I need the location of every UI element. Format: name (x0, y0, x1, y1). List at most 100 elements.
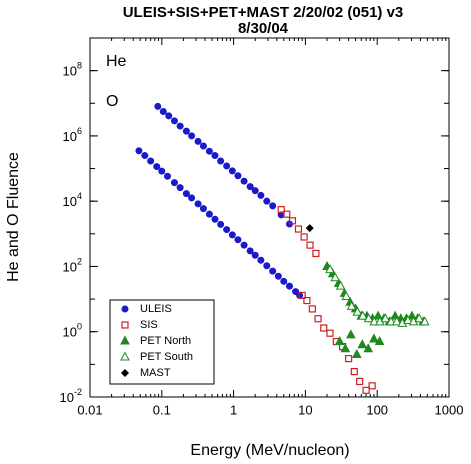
y-tick-exponent: 4 (77, 192, 82, 202)
y-tick-exponent: 6 (77, 126, 82, 136)
point (223, 162, 231, 170)
point (300, 233, 308, 241)
y-axis-label: He and O Fluence (5, 152, 22, 282)
point (369, 333, 379, 343)
point (274, 272, 282, 280)
points (135, 102, 430, 394)
point (285, 282, 293, 290)
y-tick-exponent: 8 (77, 61, 82, 71)
y-tick-label: 106 (63, 126, 82, 144)
y-tick-label: 100 (63, 322, 82, 340)
y-tick-base: 10 (63, 64, 77, 79)
point (176, 184, 184, 192)
legend-marker (121, 369, 129, 377)
point (251, 251, 259, 259)
point (205, 210, 213, 218)
point (182, 190, 190, 198)
point (176, 122, 184, 130)
point (234, 172, 242, 180)
x-tick-label: 0.1 (153, 402, 171, 417)
point (246, 247, 254, 255)
point (419, 316, 430, 326)
point (228, 231, 236, 239)
legend-label: MAST (140, 367, 171, 379)
point (211, 152, 219, 160)
point (357, 310, 368, 320)
point (357, 339, 368, 349)
point (298, 291, 306, 299)
point (369, 316, 380, 326)
legend-marker (121, 305, 129, 313)
annotation: He (106, 53, 127, 70)
chart-title: ULEIS+SIS+PET+MAST 2/20/02 (051) v3 (123, 4, 404, 21)
point (325, 264, 335, 274)
point (159, 107, 167, 115)
x-tick-label: 10 (298, 402, 312, 417)
point (380, 313, 391, 323)
y-tick-label: 102 (63, 257, 82, 275)
point (320, 324, 328, 332)
point (373, 310, 383, 320)
legend-label: PET North (140, 335, 191, 347)
x-tick-label: 1000 (435, 402, 464, 417)
point (345, 355, 353, 363)
point (257, 191, 265, 199)
point (303, 296, 311, 305)
point (170, 117, 178, 125)
point (346, 329, 356, 339)
point (217, 220, 225, 228)
point (346, 300, 357, 310)
point (386, 316, 396, 326)
y-tick-label: 108 (63, 61, 82, 79)
point (188, 132, 196, 140)
point (141, 152, 149, 160)
point (362, 386, 370, 394)
point (147, 157, 155, 165)
point (306, 241, 314, 249)
point (188, 194, 196, 202)
point (368, 382, 376, 390)
point (352, 306, 363, 316)
point (288, 217, 297, 225)
annotation: O (106, 93, 118, 110)
point (280, 277, 288, 285)
point (374, 335, 385, 346)
point (211, 215, 219, 223)
x-axis-label: Energy (MeV/nucleon) (190, 442, 349, 459)
point (403, 314, 413, 325)
point (269, 202, 277, 210)
point (217, 157, 225, 165)
y-tick-base: 10 (63, 129, 77, 144)
point (414, 313, 424, 323)
y-tick-base: 10 (63, 260, 77, 275)
legend-label: PET South (140, 351, 193, 363)
point (340, 343, 351, 353)
x-tick-label: 0.01 (77, 402, 102, 417)
point (363, 313, 374, 323)
x-tick-label: 1 (230, 402, 237, 417)
point (234, 236, 242, 244)
point (170, 179, 178, 187)
point (363, 343, 374, 353)
point (351, 348, 362, 359)
point (135, 147, 143, 155)
chart-subtitle: 8/30/04 (238, 20, 289, 37)
point (341, 290, 352, 301)
y-tick-base: 10 (60, 390, 74, 405)
x-tick-label: 100 (366, 402, 388, 417)
legend-marker (120, 335, 130, 345)
y-tick-exponent: 2 (77, 257, 82, 267)
point (246, 183, 254, 191)
point (194, 200, 202, 208)
point (194, 137, 202, 145)
point (350, 368, 358, 376)
point (283, 210, 291, 218)
point (251, 187, 259, 195)
point (228, 167, 236, 175)
point (165, 112, 173, 120)
legend-marker (121, 321, 129, 329)
point (182, 127, 190, 135)
point (335, 280, 346, 290)
point (263, 197, 271, 205)
point (305, 224, 314, 233)
